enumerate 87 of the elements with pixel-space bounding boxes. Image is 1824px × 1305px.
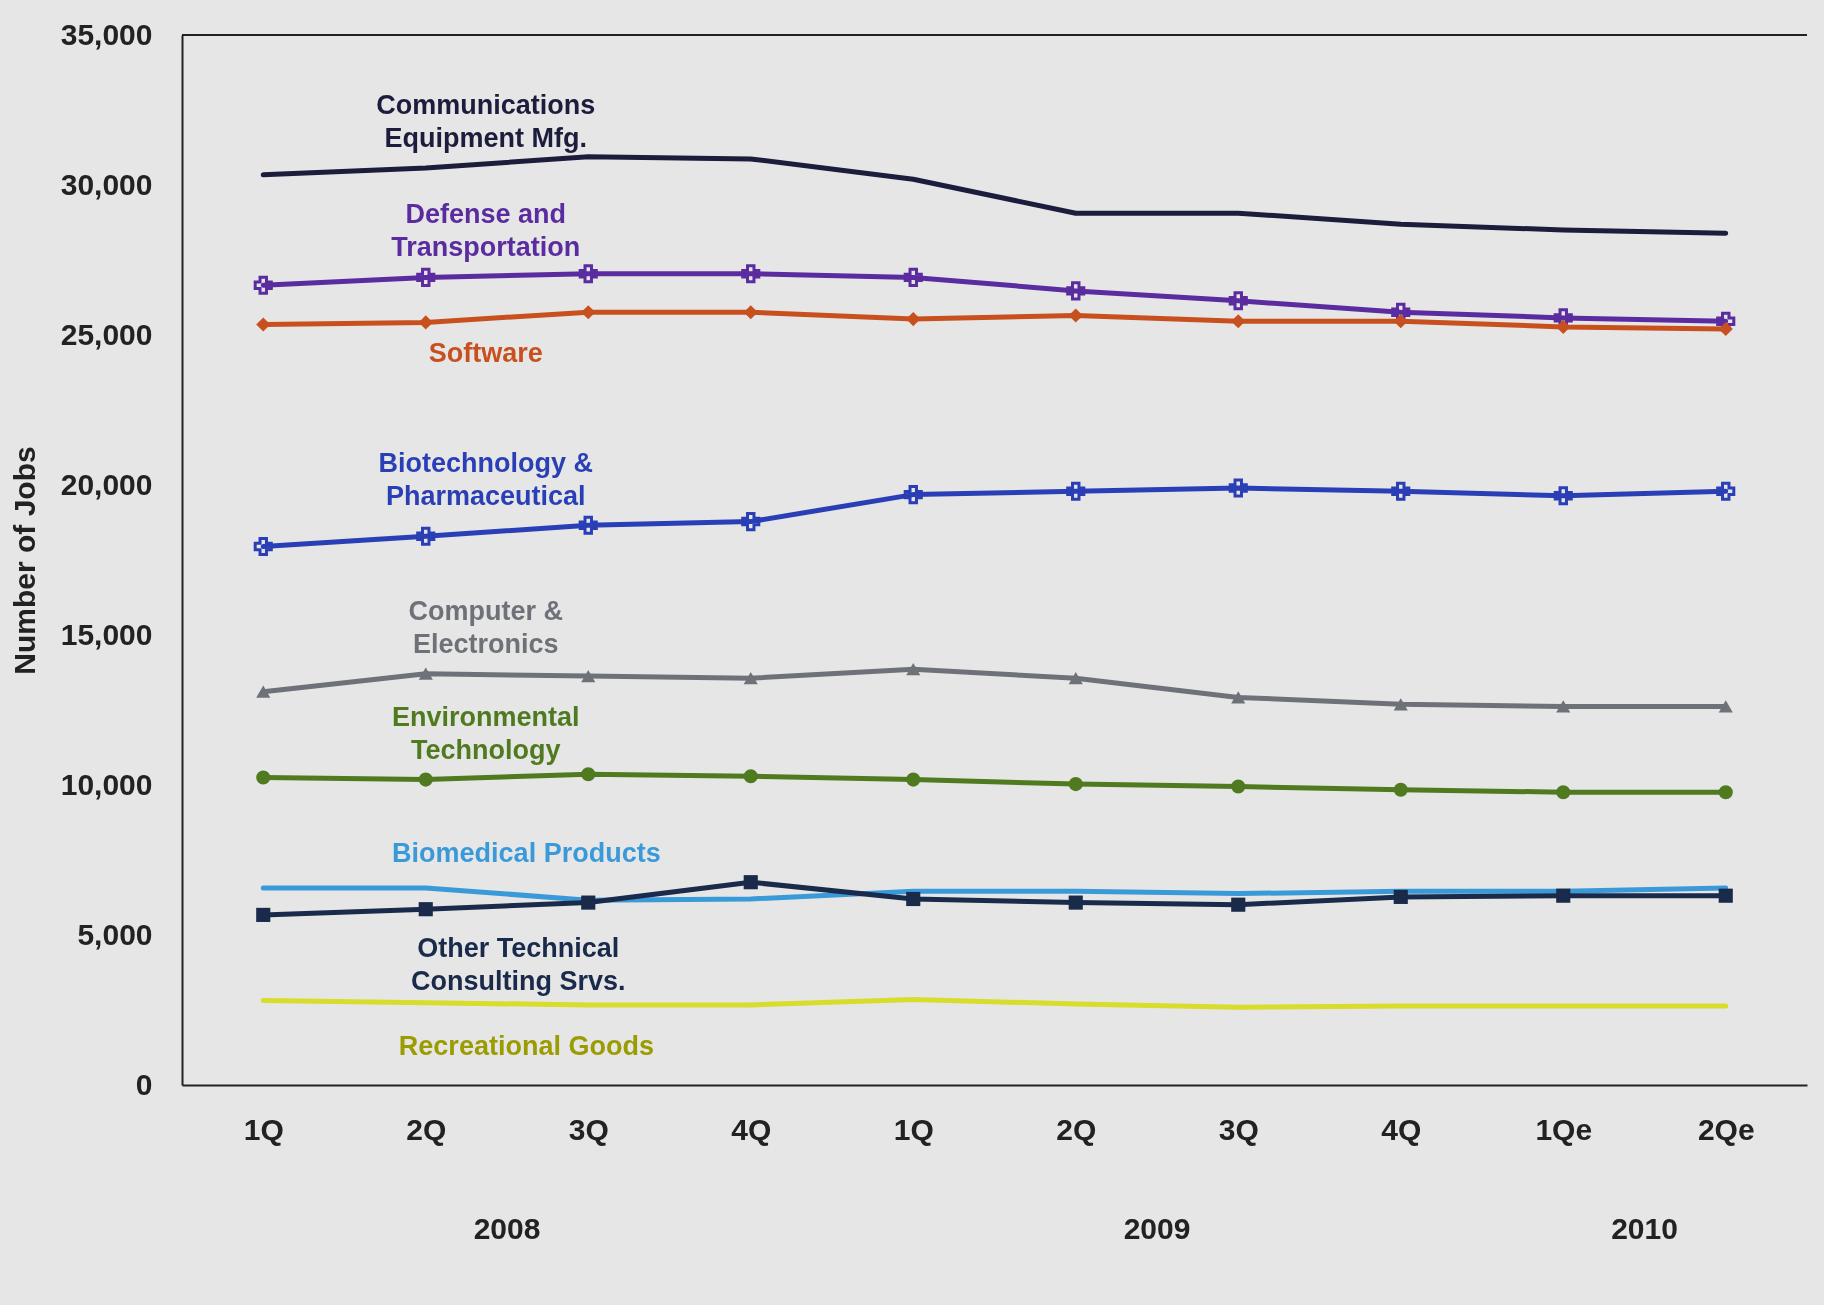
x-tick-label: 3Q — [1218, 1112, 1259, 1146]
text: 2009 — [1123, 1212, 1191, 1245]
series-label: Defense and Transportation — [391, 199, 581, 263]
series-label: Recreational Goods — [398, 1030, 654, 1061]
point — [743, 769, 758, 784]
point — [1393, 889, 1408, 904]
x-tick-label: 2Qe — [1697, 1112, 1755, 1146]
y-tick-label: 25,000 — [60, 317, 153, 351]
point — [1066, 281, 1086, 301]
x-tick-label: 1Qe — [1535, 1112, 1593, 1146]
x-tick-label: 4Q — [1381, 1112, 1422, 1146]
point — [1393, 314, 1408, 329]
point — [1391, 481, 1411, 501]
y-tick-label: 35,000 — [60, 17, 153, 51]
point — [1231, 779, 1246, 794]
point — [418, 315, 433, 330]
point — [581, 669, 596, 683]
point — [256, 770, 271, 785]
point — [1231, 314, 1246, 329]
point — [256, 907, 271, 922]
point — [906, 891, 921, 907]
x-tick-label: 2Q — [406, 1112, 447, 1146]
point — [1716, 481, 1736, 501]
point — [581, 767, 596, 782]
x-tick-label: 4Q — [731, 1112, 772, 1146]
point — [418, 667, 433, 680]
point — [416, 526, 436, 546]
point — [1068, 308, 1083, 323]
point — [1553, 486, 1573, 506]
point — [578, 515, 598, 535]
point — [903, 485, 923, 505]
point — [256, 685, 271, 698]
text: 2008 — [473, 1212, 541, 1245]
point — [903, 267, 923, 287]
point — [1556, 319, 1571, 334]
x-tick-label: 2Q — [1056, 1112, 1097, 1146]
point — [741, 512, 761, 532]
point — [1393, 782, 1408, 797]
point — [418, 902, 433, 917]
point — [1068, 672, 1083, 685]
point — [1718, 321, 1733, 337]
y-axis-title: Number of Jobs — [7, 446, 41, 675]
point — [1068, 777, 1083, 792]
series-label: Biotechnology & Pharmaceutical — [378, 448, 593, 512]
series-label: Biomedical Products — [392, 837, 661, 868]
point — [1066, 481, 1086, 501]
point — [906, 312, 921, 327]
point — [1228, 478, 1248, 498]
series-label: Other Technical Consulting Srvs. — [410, 933, 626, 997]
text: 2010 — [1611, 1212, 1678, 1245]
series-label: Communications Equipment Mfg. — [376, 89, 596, 153]
point — [418, 772, 433, 787]
y-tick-label: 30,000 — [60, 167, 153, 201]
x-tick-label: 1Q — [893, 1112, 934, 1146]
point — [1718, 785, 1733, 800]
y-tick-label: 5,000 — [77, 917, 153, 951]
point — [1231, 691, 1246, 704]
point — [1718, 888, 1733, 903]
x-tick-label: 3Q — [568, 1112, 609, 1146]
point — [743, 672, 758, 685]
series-label: Computer & Electronics — [408, 595, 563, 659]
point — [1718, 700, 1733, 713]
series-label: Environmental Technology — [391, 701, 580, 765]
y-tick-label: 15,000 — [60, 617, 153, 651]
point — [581, 305, 596, 320]
point — [1556, 700, 1571, 713]
point — [416, 267, 436, 287]
y-tick-label: 10,000 — [60, 767, 153, 801]
x-tick-label: 1Q — [243, 1112, 284, 1146]
point — [1556, 888, 1571, 903]
point — [1231, 897, 1246, 912]
point — [253, 275, 273, 295]
point — [906, 663, 921, 676]
point — [743, 875, 758, 890]
y-tick-label: 20,000 — [60, 467, 153, 501]
point — [581, 895, 596, 910]
point — [906, 772, 921, 787]
y-tick-label: 0 — [135, 1067, 153, 1101]
point — [253, 536, 273, 557]
point — [1393, 698, 1408, 711]
point — [741, 264, 761, 284]
series-label: Software — [428, 338, 543, 369]
point — [578, 264, 598, 284]
point — [1228, 291, 1248, 311]
point — [743, 305, 758, 320]
point — [1556, 785, 1571, 800]
point — [1068, 895, 1083, 910]
